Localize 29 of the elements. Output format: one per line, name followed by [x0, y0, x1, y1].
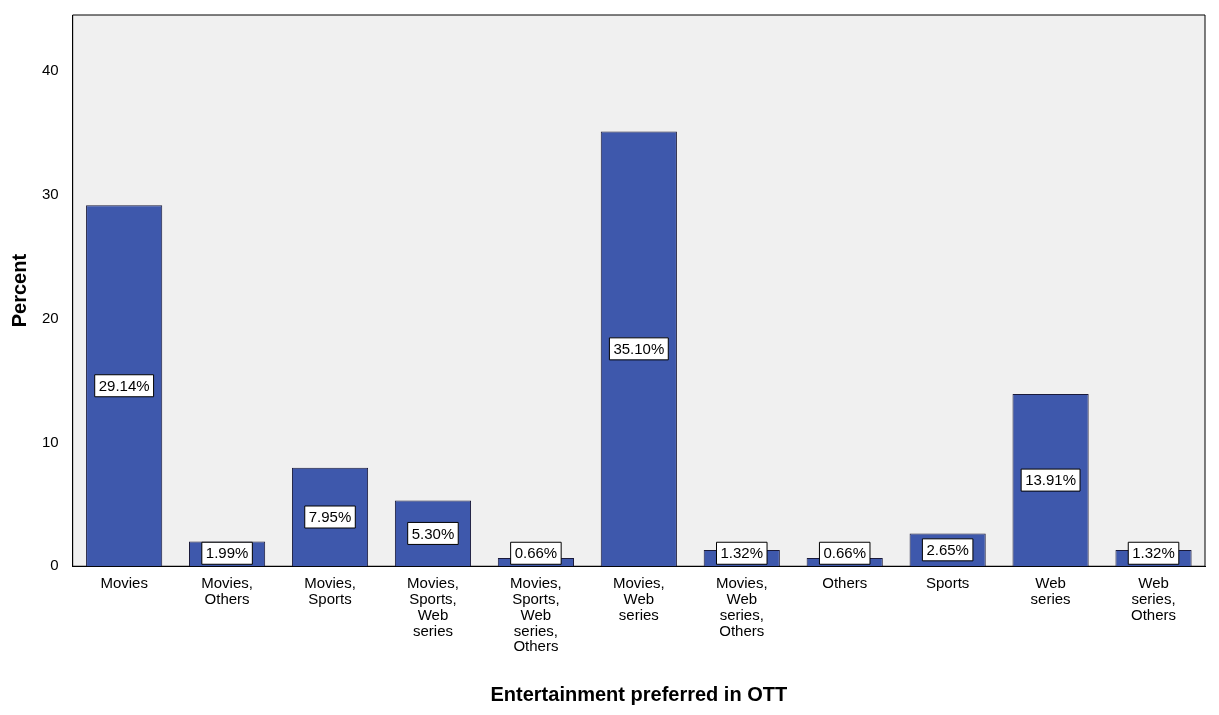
data-label: 1.99% [205, 544, 249, 562]
data-label: 2.65% [926, 540, 969, 558]
data-label: 5.30% [411, 524, 455, 542]
x-tick-label: Movies, Sports, Web series [407, 574, 459, 639]
y-tick-label: 40 [42, 60, 59, 78]
data-label: 35.10% [613, 339, 665, 357]
y-tick-label: 10 [42, 432, 59, 450]
x-tick-label: Web series [1030, 574, 1071, 608]
data-label: 0.66% [514, 544, 558, 562]
x-tick-label: Sports [925, 574, 970, 592]
x-tick-label: Movies, Sports, Web series, Others [510, 574, 562, 655]
data-label: 7.95% [308, 508, 352, 526]
data-label: 29.14% [98, 376, 150, 394]
y-tick-label: 20 [42, 308, 59, 326]
x-tick-label: Movies, Web series, Others [715, 574, 768, 639]
x-axis-title: Entertainment preferred in OTT [490, 682, 788, 705]
x-tick-label: Movies, Others [201, 574, 253, 608]
x-tick-label: Movies [100, 574, 148, 592]
y-tick-label: 0 [50, 556, 59, 574]
data-label: 1.32% [720, 544, 764, 562]
x-tick-label: Movies, Web series [613, 574, 665, 623]
data-label: 1.32% [1132, 544, 1175, 562]
data-label: 13.91% [1025, 471, 1077, 489]
data-label: 0.66% [823, 544, 866, 562]
x-tick-label: Web series, Others [1131, 574, 1177, 623]
y-tick-label: 30 [42, 184, 59, 202]
y-axis-title: Percent [7, 253, 30, 328]
x-tick-label: Movies, Sports [304, 574, 356, 608]
x-tick-label: Others [822, 574, 868, 592]
